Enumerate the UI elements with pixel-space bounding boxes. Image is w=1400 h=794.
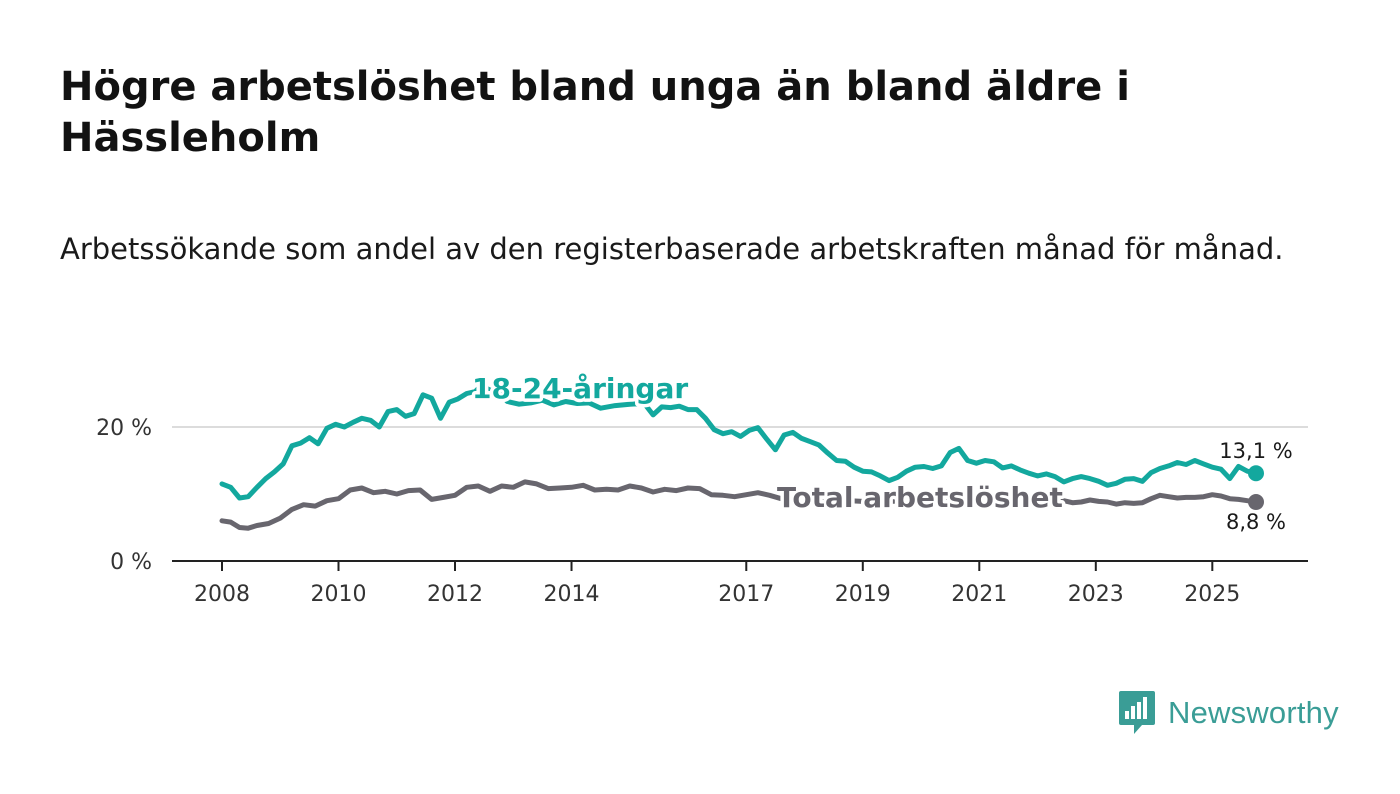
x-tick-label: 2010	[311, 582, 367, 607]
x-tick-label: 2025	[1184, 582, 1240, 607]
series-line-youth	[219, 383, 1259, 501]
x-tick-label: 2008	[194, 582, 250, 607]
series-end-value-label: 8,8 %	[1226, 510, 1286, 534]
chart-title: Högre arbetslöshet bland unga än bland ä…	[60, 64, 1130, 161]
x-tick-label: 2012	[427, 582, 483, 607]
x-tick-label: 2017	[718, 582, 774, 607]
newsworthy-logo: Newsworthy	[1118, 690, 1339, 736]
brand-name: Newsworthy	[1168, 695, 1339, 730]
y-tick-label: 20 %	[96, 416, 152, 441]
bar-chart-icon	[1119, 691, 1155, 734]
series-line-total	[219, 479, 1259, 531]
x-tick-label: 2019	[835, 582, 891, 607]
series-name-label: Total arbetslöshet	[777, 481, 1063, 514]
series-name-label: 18-24-åringar	[472, 372, 688, 405]
x-tick-label: 2023	[1068, 582, 1124, 607]
series-end-marker	[1248, 465, 1264, 482]
x-tick-label: 2021	[951, 582, 1007, 607]
x-tick-label: 2014	[544, 582, 600, 607]
series-end-marker	[1248, 494, 1264, 511]
chart-subtitle: Arbetssökande som andel av den registerb…	[60, 232, 1284, 266]
y-tick-label: 0 %	[110, 550, 152, 575]
series-end-value-label: 13,1 %	[1219, 439, 1292, 463]
